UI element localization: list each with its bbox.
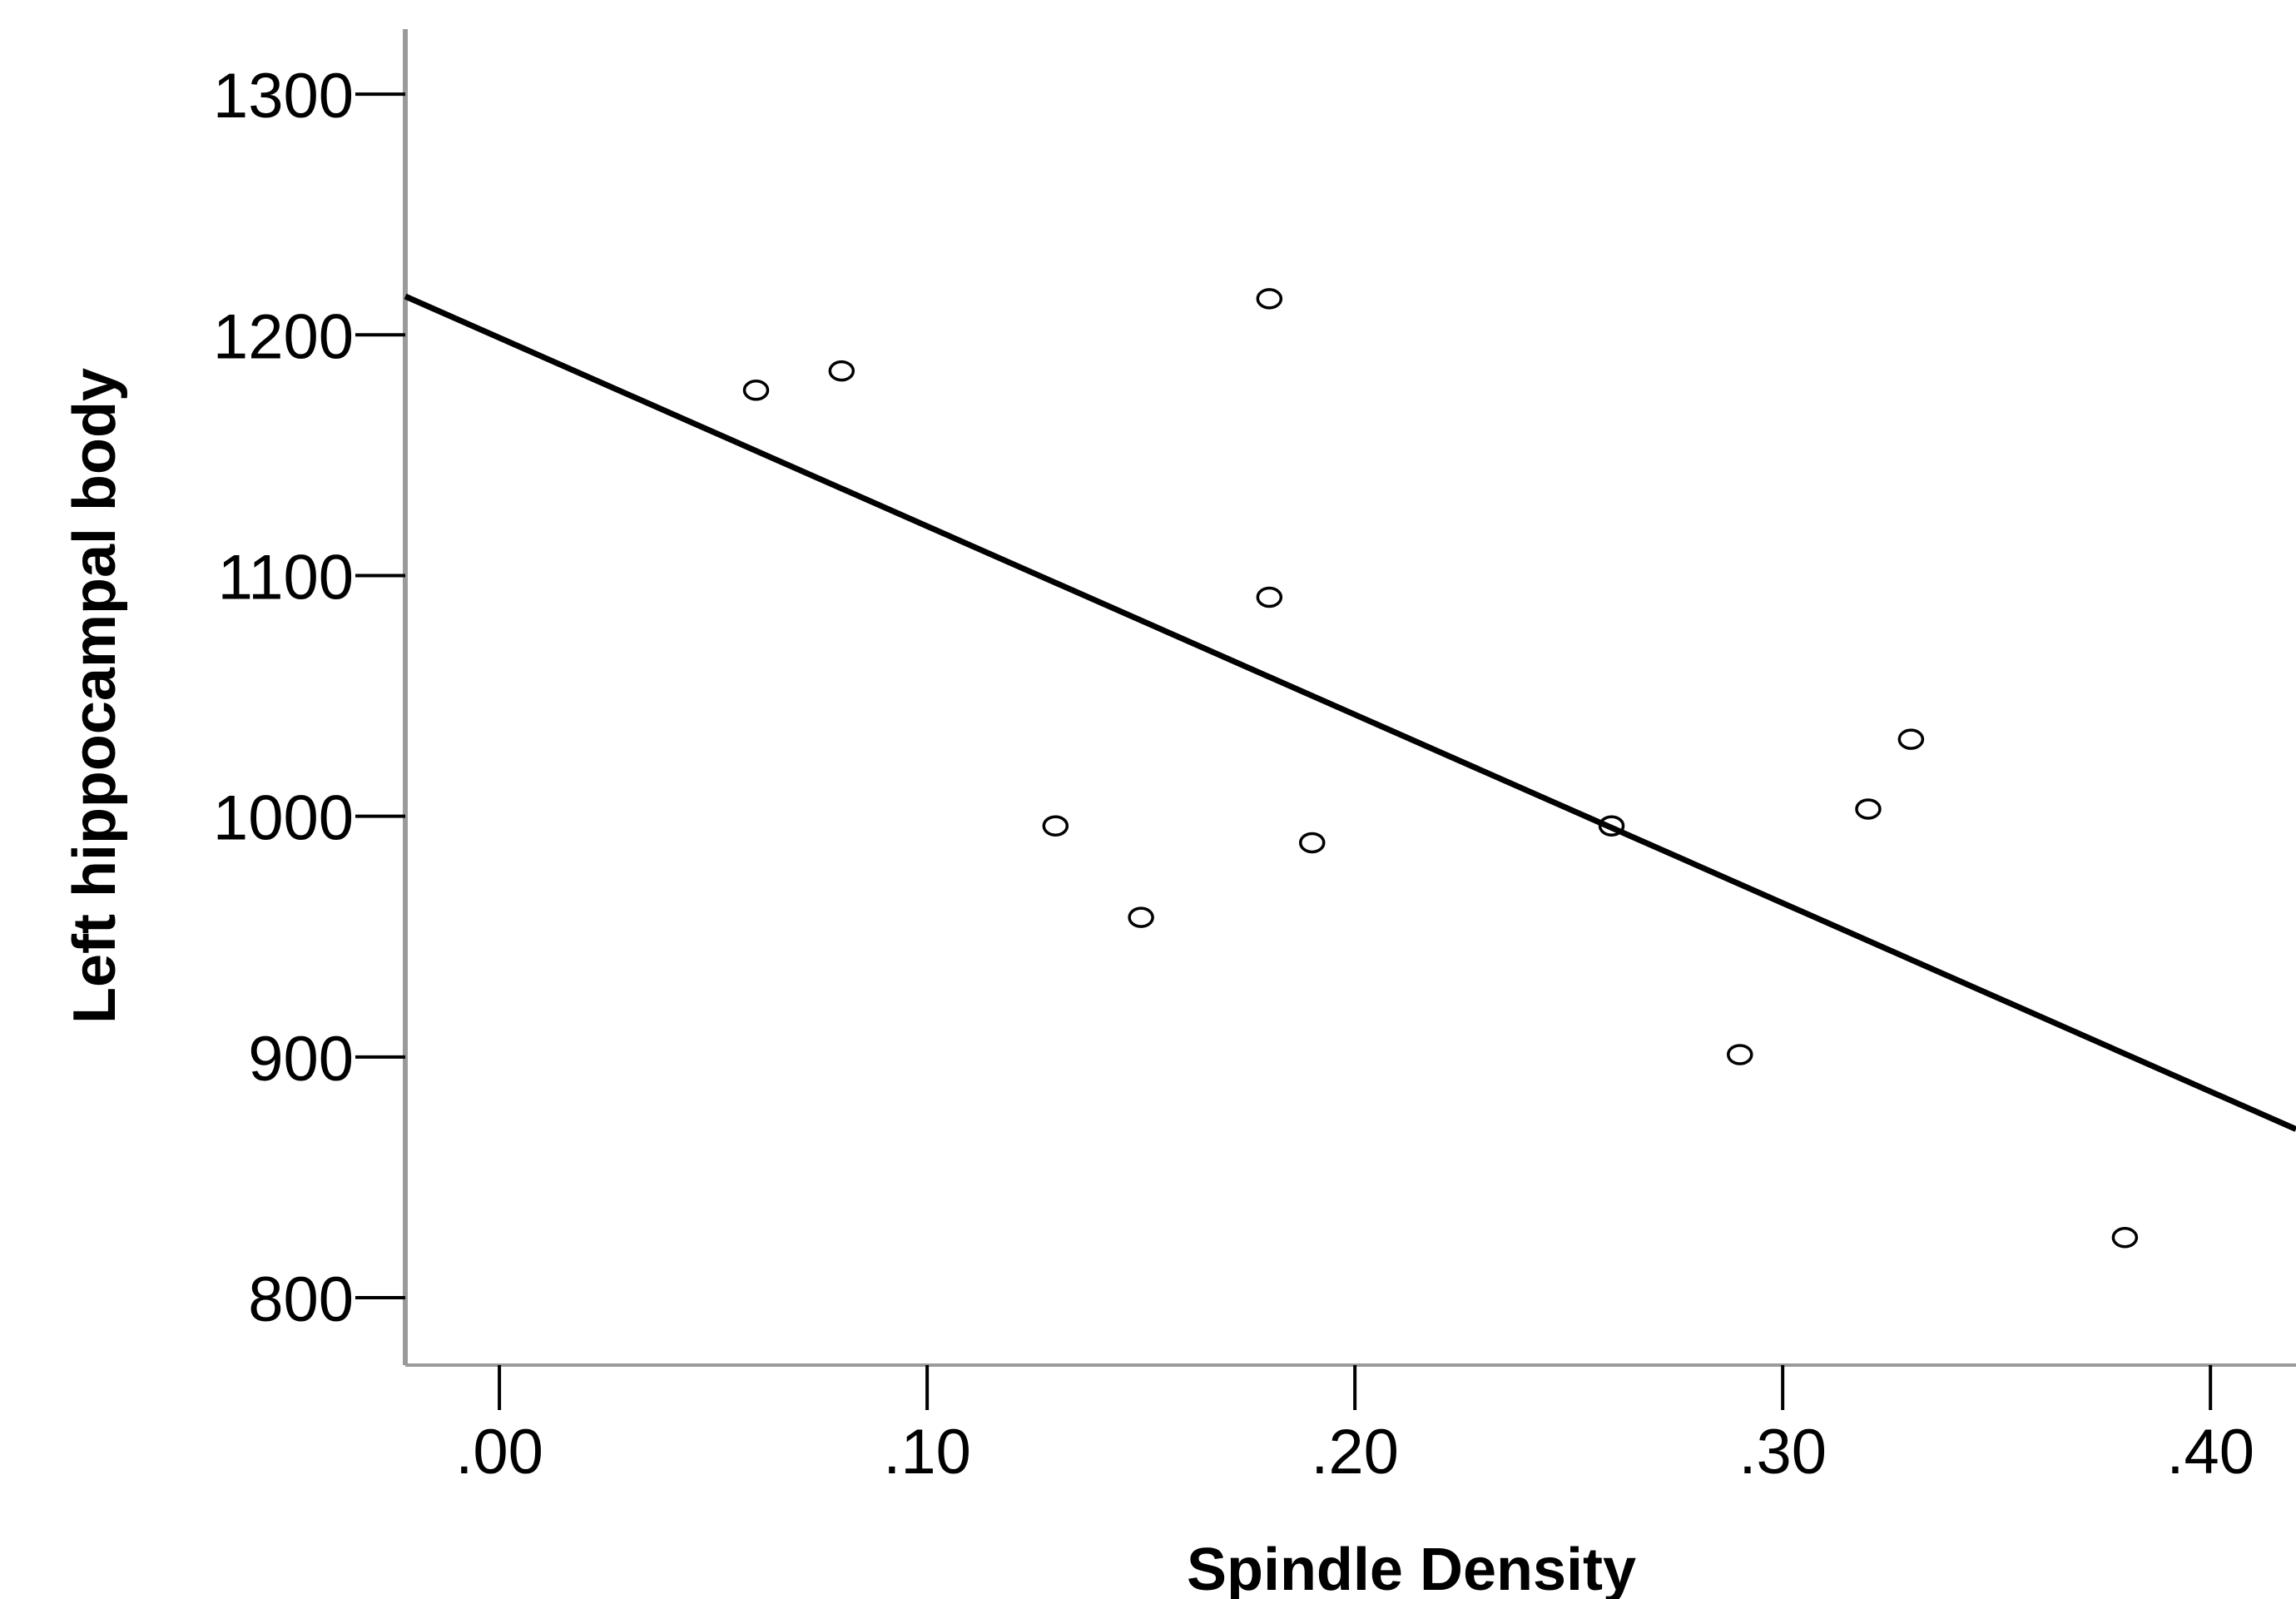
y-tick-label: 1100 <box>218 542 354 613</box>
data-point <box>1128 906 1154 928</box>
data-point <box>1855 798 1882 820</box>
y-axis: 800 900 1000 1100 1200 1300 <box>213 29 408 1365</box>
data-point <box>1598 815 1625 837</box>
y-tick-label: 1000 <box>213 783 354 854</box>
x-tick-label: .00 <box>455 1417 543 1487</box>
x-axis: .00 .10 .20 .30 .40 <box>405 1363 2296 1487</box>
x-tick-label: .10 <box>883 1417 971 1487</box>
y-tick-label: 800 <box>248 1264 354 1335</box>
data-point <box>1256 288 1283 310</box>
data-point <box>2111 1226 2139 1249</box>
data-point <box>1256 586 1283 608</box>
y-axis-title: Left hippocampal body <box>62 368 128 1024</box>
data-points <box>742 288 2139 1249</box>
regression-line-group <box>404 293 2296 1132</box>
x-axis-title: Spindle Density <box>1187 1537 1636 1599</box>
data-point <box>1298 832 1326 854</box>
y-tick-label: 900 <box>248 1024 354 1095</box>
data-point <box>1727 1044 1753 1065</box>
regression-line <box>404 293 2296 1132</box>
y-tick-label: 1200 <box>213 301 354 372</box>
x-tick-label: .30 <box>1738 1417 1827 1487</box>
x-tick-label: .40 <box>2166 1417 2254 1487</box>
data-point <box>1897 728 1925 750</box>
data-point <box>828 360 855 382</box>
data-point <box>742 380 770 401</box>
y-tick-label: 1300 <box>213 61 354 132</box>
x-tick-label: .20 <box>1311 1417 1399 1487</box>
data-point <box>1042 815 1069 837</box>
